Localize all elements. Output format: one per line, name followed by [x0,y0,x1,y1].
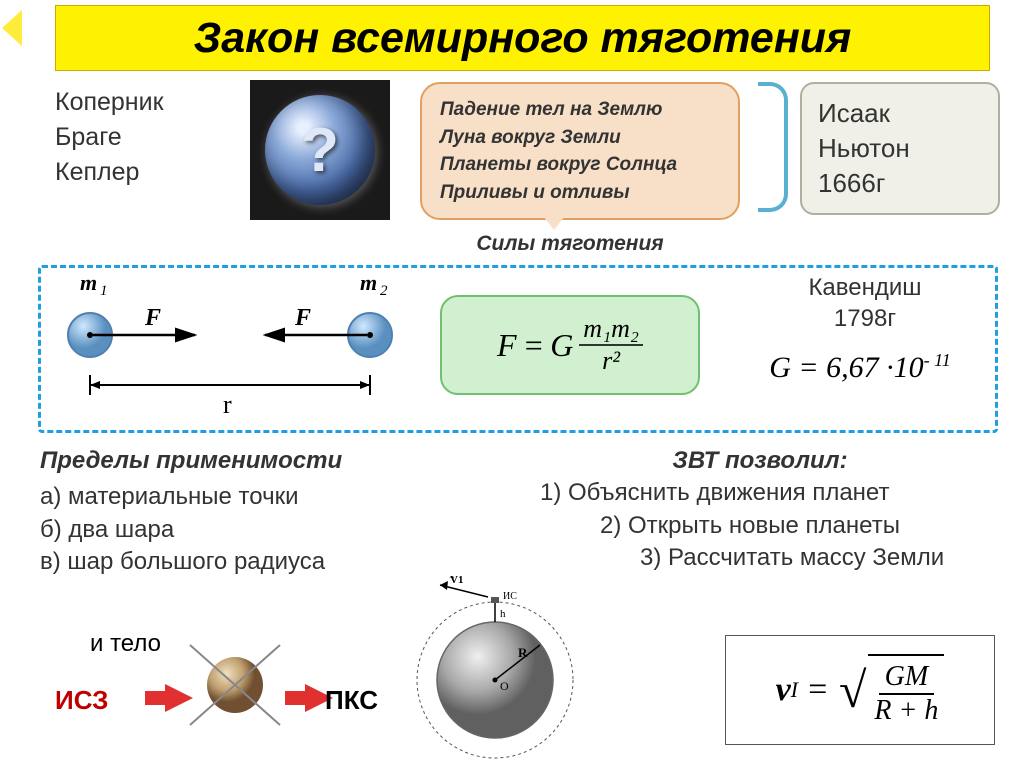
isz-label: ИСЗ [55,685,108,716]
limits-section: Пределы применимости а) материальные точ… [40,445,420,579]
newton-text: Исаак [818,96,982,131]
newton-text: 1666г [818,166,982,201]
formula-eq: = [523,327,545,364]
limit-item: б) два шара [40,514,420,546]
scientist: Коперник [55,85,225,120]
orbit-diagram: O R h ИС V1 → [400,575,590,765]
svg-text:1: 1 [100,283,108,299]
phenomenon: Падение тел на Землю [440,96,720,124]
gravity-formula: F = G m₁m₂ r² [440,295,700,395]
svg-text:2: 2 [380,283,388,299]
phenomenon: Луна вокруг Земли [440,124,720,152]
gravity-diagram: m1 m2 F F r [45,275,425,425]
callout-tail [540,212,568,230]
scientist: Браге [55,120,225,155]
formula-G: G [550,327,573,364]
scientist: Кеплер [55,155,225,190]
scientists-list: Коперник Браге Кеплер [55,85,225,190]
allows-section: ЗВТ позволил: 1) Объяснить движения план… [510,445,1010,575]
pks-label: ПКС [325,685,378,716]
limit-item: а) материальные точки [40,481,420,513]
v-num: GM [879,661,935,695]
svg-text:→: → [448,575,456,581]
formula-num: m₁m₂ [579,314,643,346]
v-den: R + h [868,695,944,727]
title-bar: Закон всемирного тяготения [55,5,990,71]
velocity-formula: vI = √ GM R + h [725,635,995,745]
svg-text:ИС: ИС [503,591,517,602]
allows-item: 3) Рассчитать массу Земли [510,542,1010,574]
formula-F: F [497,327,517,364]
forces-label: Силы тяготения [420,232,720,256]
r-label: r [223,390,232,419]
svg-text:R: R [518,645,528,660]
allows-item: 2) Открыть новые планеты [510,510,1010,542]
v-eq: = [806,671,829,709]
limit-item: в) шар большого радиуса [40,546,420,578]
cavendish-name: Кавендиш [740,272,990,303]
svg-text:O: O [500,679,509,693]
v-sub: I [791,677,798,703]
cavendish-label: Кавендиш 1798г [740,272,990,334]
brace-icon [758,82,788,212]
cavendish-year: 1798г [740,303,990,334]
g-constant: G = 6,67 ·10- 11 [720,350,1000,385]
formula-den: r² [598,346,624,376]
phenomena-box: Падение тел на Землю Луна вокруг Земли П… [420,82,740,220]
m2-label: m [360,275,377,295]
v-fraction: GM R + h [868,661,944,727]
allows-item: 1) Объяснить движения планет [510,477,1010,509]
extra-text: и тело [90,630,161,658]
newton-box: Исаак Ньютон 1666г [800,82,1000,215]
page-title: Закон всемирного тяготения [194,14,852,63]
qmark-sphere: ? [265,95,375,205]
allows-header: ЗВТ позволил: [510,445,1010,477]
phenomenon: Планеты вокруг Солнца [440,151,720,179]
m1-label: m [80,275,97,295]
phenomenon: Приливы и отливы [440,179,720,207]
formula-fraction: m₁m₂ r² [579,314,643,376]
f1-label: F [144,305,161,331]
question-mark-icon: ? [250,80,390,220]
svg-text:h: h [500,608,506,620]
satellite-icon [180,630,290,740]
f2-label: F [294,305,311,331]
limits-header: Пределы применимости [40,445,420,477]
newton-text: Ньютон [818,131,982,166]
back-arrow-icon[interactable] [2,10,22,46]
